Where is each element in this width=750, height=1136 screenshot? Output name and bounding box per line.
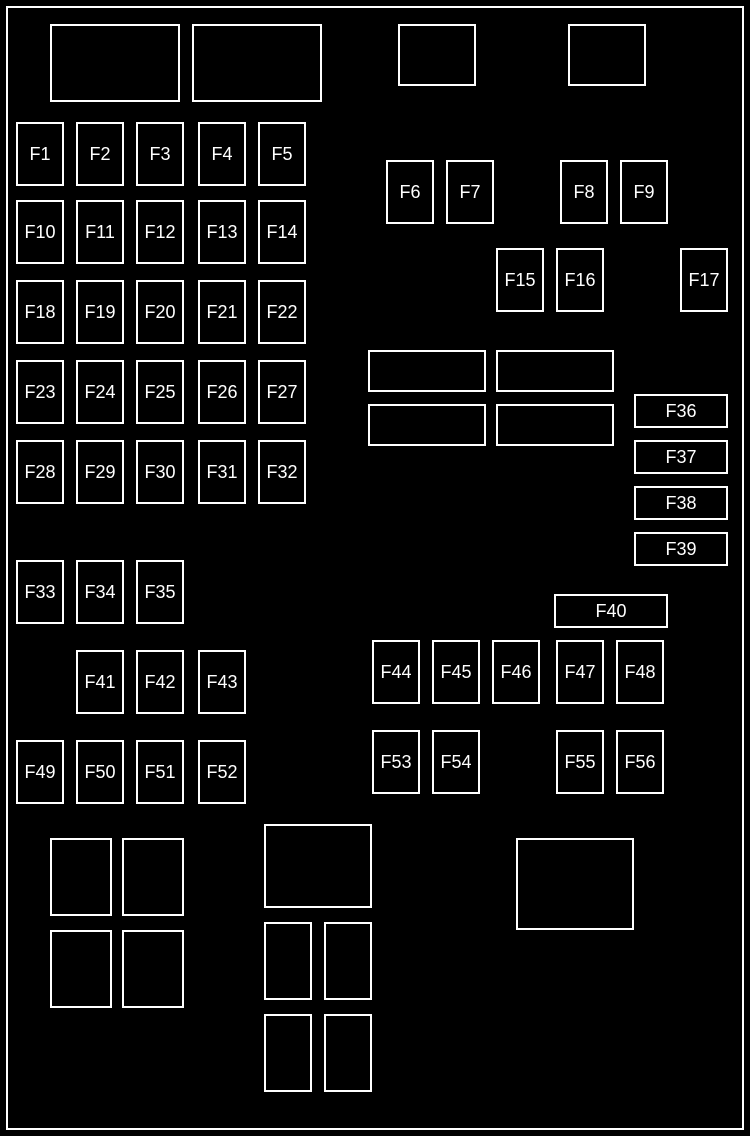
fuse-f49: F49	[16, 740, 64, 804]
fuse-f40: F40	[554, 594, 668, 628]
fuse-f18: F18	[16, 280, 64, 344]
fuse-f3: F3	[136, 122, 184, 186]
fuse-f45: F45	[432, 640, 480, 704]
slot-blank	[264, 824, 372, 908]
fuse-f43: F43	[198, 650, 246, 714]
slot-blank	[122, 838, 184, 916]
slot-blank	[368, 404, 486, 446]
fuse-f53: F53	[372, 730, 420, 794]
fuse-f6: F6	[386, 160, 434, 224]
fuse-f32: F32	[258, 440, 306, 504]
fuse-f48: F48	[616, 640, 664, 704]
fuse-f22: F22	[258, 280, 306, 344]
slot-blank	[516, 838, 634, 930]
fuse-f31: F31	[198, 440, 246, 504]
fuse-f37: F37	[634, 440, 728, 474]
fuse-f30: F30	[136, 440, 184, 504]
fuse-f41: F41	[76, 650, 124, 714]
fuse-f20: F20	[136, 280, 184, 344]
fuse-f56: F56	[616, 730, 664, 794]
fuse-f5: F5	[258, 122, 306, 186]
slot-blank	[398, 24, 476, 86]
slot-blank	[496, 404, 614, 446]
fuse-f1: F1	[16, 122, 64, 186]
fuse-f14: F14	[258, 200, 306, 264]
fuse-f7: F7	[446, 160, 494, 224]
fuse-f50: F50	[76, 740, 124, 804]
fuse-f46: F46	[492, 640, 540, 704]
fuse-f23: F23	[16, 360, 64, 424]
slot-blank	[192, 24, 322, 102]
fuse-f33: F33	[16, 560, 64, 624]
fuse-f15: F15	[496, 248, 544, 312]
fuse-f19: F19	[76, 280, 124, 344]
slot-blank	[568, 24, 646, 86]
fuse-f9: F9	[620, 160, 668, 224]
fuse-f8: F8	[560, 160, 608, 224]
fuse-f2: F2	[76, 122, 124, 186]
fuse-f13: F13	[198, 200, 246, 264]
fuse-f10: F10	[16, 200, 64, 264]
fuse-f11: F11	[76, 200, 124, 264]
fuse-f38: F38	[634, 486, 728, 520]
fuse-f54: F54	[432, 730, 480, 794]
fuse-f35: F35	[136, 560, 184, 624]
fuse-f52: F52	[198, 740, 246, 804]
slot-blank	[264, 922, 312, 1000]
slot-blank	[50, 930, 112, 1008]
fuse-f55: F55	[556, 730, 604, 794]
fuse-f12: F12	[136, 200, 184, 264]
fuse-f21: F21	[198, 280, 246, 344]
fuse-f27: F27	[258, 360, 306, 424]
fuse-f42: F42	[136, 650, 184, 714]
fuse-f28: F28	[16, 440, 64, 504]
fuse-f25: F25	[136, 360, 184, 424]
fuse-f24: F24	[76, 360, 124, 424]
fuse-box-diagram: F1F2F3F4F5 F6F7 F8F9 F10F11F12 F13F14 F15F16 F…	[0, 0, 750, 1136]
slot-blank	[324, 922, 372, 1000]
fuse-f39: F39	[634, 532, 728, 566]
slot-blank	[368, 350, 486, 392]
slot-blank	[50, 24, 180, 102]
fuse-f26: F26	[198, 360, 246, 424]
fuse-f44: F44	[372, 640, 420, 704]
fuse-f47: F47	[556, 640, 604, 704]
fuse-f51: F51	[136, 740, 184, 804]
slot-blank	[50, 838, 112, 916]
fuse-f34: F34	[76, 560, 124, 624]
slot-blank	[324, 1014, 372, 1092]
slot-blank	[496, 350, 614, 392]
fuse-f36: F36	[634, 394, 728, 428]
fuse-f17: F17	[680, 248, 728, 312]
slot-blank	[122, 930, 184, 1008]
fuse-f16: F16	[556, 248, 604, 312]
fuse-f29: F29	[76, 440, 124, 504]
slot-blank	[264, 1014, 312, 1092]
fuse-f4: F4	[198, 122, 246, 186]
